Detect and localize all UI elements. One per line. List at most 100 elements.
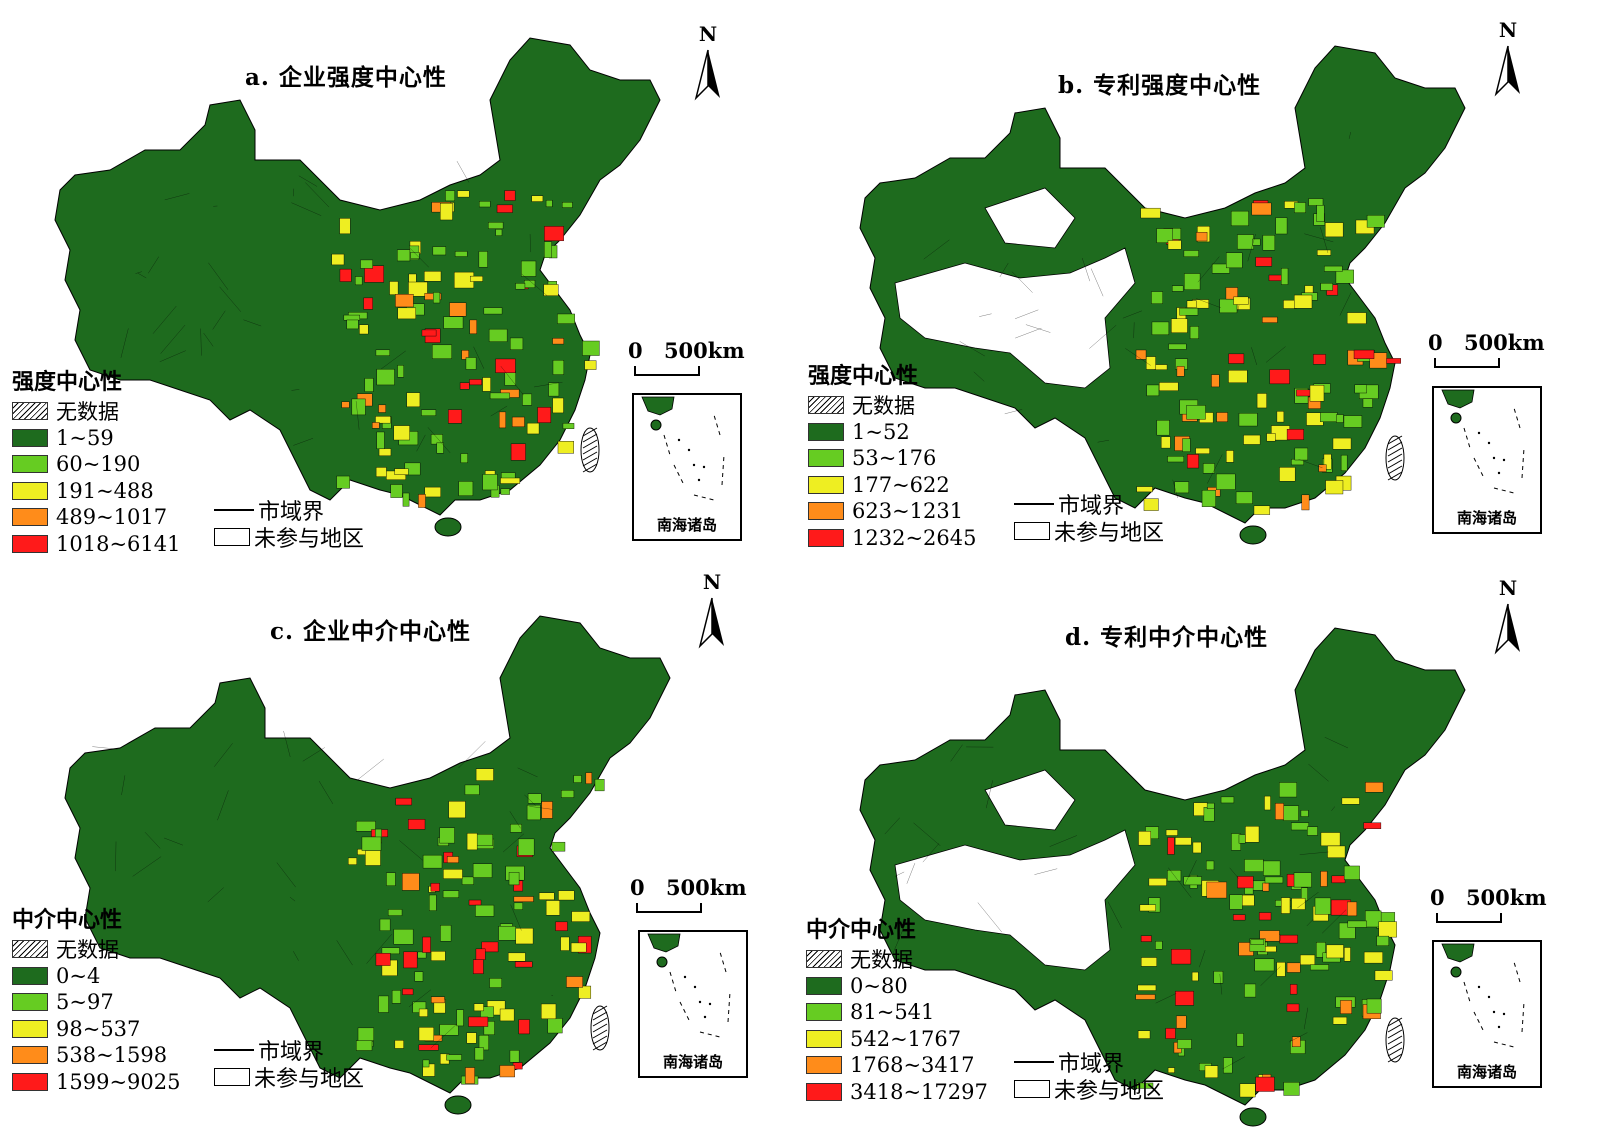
- city-region: [1239, 1083, 1256, 1098]
- city-region: [346, 319, 359, 330]
- city-region: [1189, 326, 1199, 339]
- city-region: [551, 841, 566, 852]
- city-region: [1291, 822, 1309, 831]
- panel-title: a. 企业强度中心性: [245, 64, 447, 91]
- legend-title: 中介中心性: [12, 908, 123, 933]
- city-boundary: [1025, 324, 1051, 333]
- city-region: [1156, 420, 1170, 436]
- city-region: [545, 199, 553, 208]
- city-boundary: [212, 310, 226, 330]
- city-region: [1156, 228, 1173, 243]
- city-region: [355, 820, 376, 832]
- city-boundary: [1090, 268, 1104, 297]
- city-region: [1236, 1033, 1244, 1047]
- city-region: [1230, 210, 1249, 227]
- city-region: [386, 872, 396, 886]
- city-boundary: [893, 923, 906, 953]
- city-region: [470, 275, 483, 282]
- city-region: [1244, 859, 1264, 872]
- city-boundary: [159, 350, 186, 363]
- city-region: [1238, 413, 1258, 427]
- city-region: [371, 422, 380, 429]
- legend-item-no-data: 无数据: [806, 946, 988, 973]
- city-region: [509, 1050, 520, 1063]
- city-region: [562, 202, 573, 208]
- city-region: [1177, 1039, 1192, 1049]
- city-region: [1374, 970, 1393, 981]
- city-region: [1275, 217, 1288, 235]
- city-region: [1138, 831, 1151, 846]
- city-region: [474, 1047, 484, 1061]
- city-region: [381, 947, 400, 955]
- nonparticipating-region: [894, 829, 1136, 971]
- city-region: [1293, 872, 1312, 888]
- city-region: [483, 307, 503, 315]
- city-region: [1140, 957, 1157, 967]
- city-region: [431, 996, 445, 1004]
- city-region: [376, 431, 385, 450]
- city-region: [499, 1008, 515, 1022]
- city-region: [495, 229, 503, 236]
- city-region: [515, 283, 526, 290]
- legend-nonparticipating: 未参与地区: [1014, 517, 1164, 546]
- city-boundary: [92, 746, 118, 750]
- city-boundary: [203, 332, 214, 347]
- city-region: [395, 797, 412, 806]
- city-region: [1286, 962, 1301, 973]
- city-region: [376, 368, 395, 386]
- city-region: [1235, 491, 1253, 504]
- city-region: [356, 1040, 373, 1051]
- city-region: [1325, 480, 1344, 495]
- city-region: [390, 484, 403, 498]
- city-boundary: [318, 780, 334, 805]
- city-region: [461, 876, 474, 885]
- city-region: [1140, 207, 1161, 219]
- city-region: [1279, 934, 1298, 944]
- city-boundary: [219, 286, 242, 312]
- city-boundary: [894, 871, 905, 877]
- city-region: [1326, 944, 1344, 959]
- city-boundary: [458, 741, 486, 769]
- city-boundary: [1303, 1007, 1309, 1030]
- boundary-legend: 市域界 未参与地区: [214, 496, 364, 552]
- city-region: [1168, 343, 1187, 350]
- city-region: [393, 425, 410, 441]
- china-map-c: [64, 615, 671, 1115]
- city-region: [481, 941, 499, 953]
- city-region: [508, 872, 520, 886]
- city-region: [545, 900, 560, 916]
- city-boundary: [533, 381, 563, 388]
- city-boundary: [1183, 860, 1197, 886]
- city-region: [1251, 202, 1272, 216]
- city-region: [541, 1003, 557, 1020]
- city-region: [1324, 222, 1344, 238]
- city-region: [339, 268, 352, 282]
- city-region: [429, 894, 437, 911]
- city-region: [499, 411, 506, 429]
- city-region: [446, 1054, 462, 1061]
- city-region: [424, 271, 442, 282]
- city-region: [458, 481, 474, 496]
- city-region: [361, 836, 382, 851]
- city-region: [1203, 807, 1215, 822]
- city-boundary: [1251, 347, 1258, 366]
- city-region: [1253, 505, 1271, 515]
- city-region: [403, 951, 418, 969]
- scale-bar: 0 500km: [1430, 885, 1547, 923]
- city-region: [422, 1059, 430, 1068]
- city-region: [475, 948, 486, 960]
- city-boundary: [380, 350, 406, 370]
- boundary-legend: 市域界 未参与地区: [1014, 490, 1164, 546]
- city-region: [488, 222, 504, 229]
- city-region: [1229, 894, 1243, 910]
- city-boundary: [298, 175, 318, 187]
- city-region: [378, 404, 386, 413]
- city-region: [1296, 389, 1311, 397]
- scale-bar: 0 500km: [630, 875, 747, 913]
- city-boundary: [1247, 233, 1256, 262]
- city-region: [364, 378, 374, 392]
- city-region: [393, 928, 414, 945]
- city-boundary: [1014, 309, 1039, 320]
- legend-boundary: 市域界: [1014, 490, 1164, 519]
- city-region: [1233, 914, 1246, 921]
